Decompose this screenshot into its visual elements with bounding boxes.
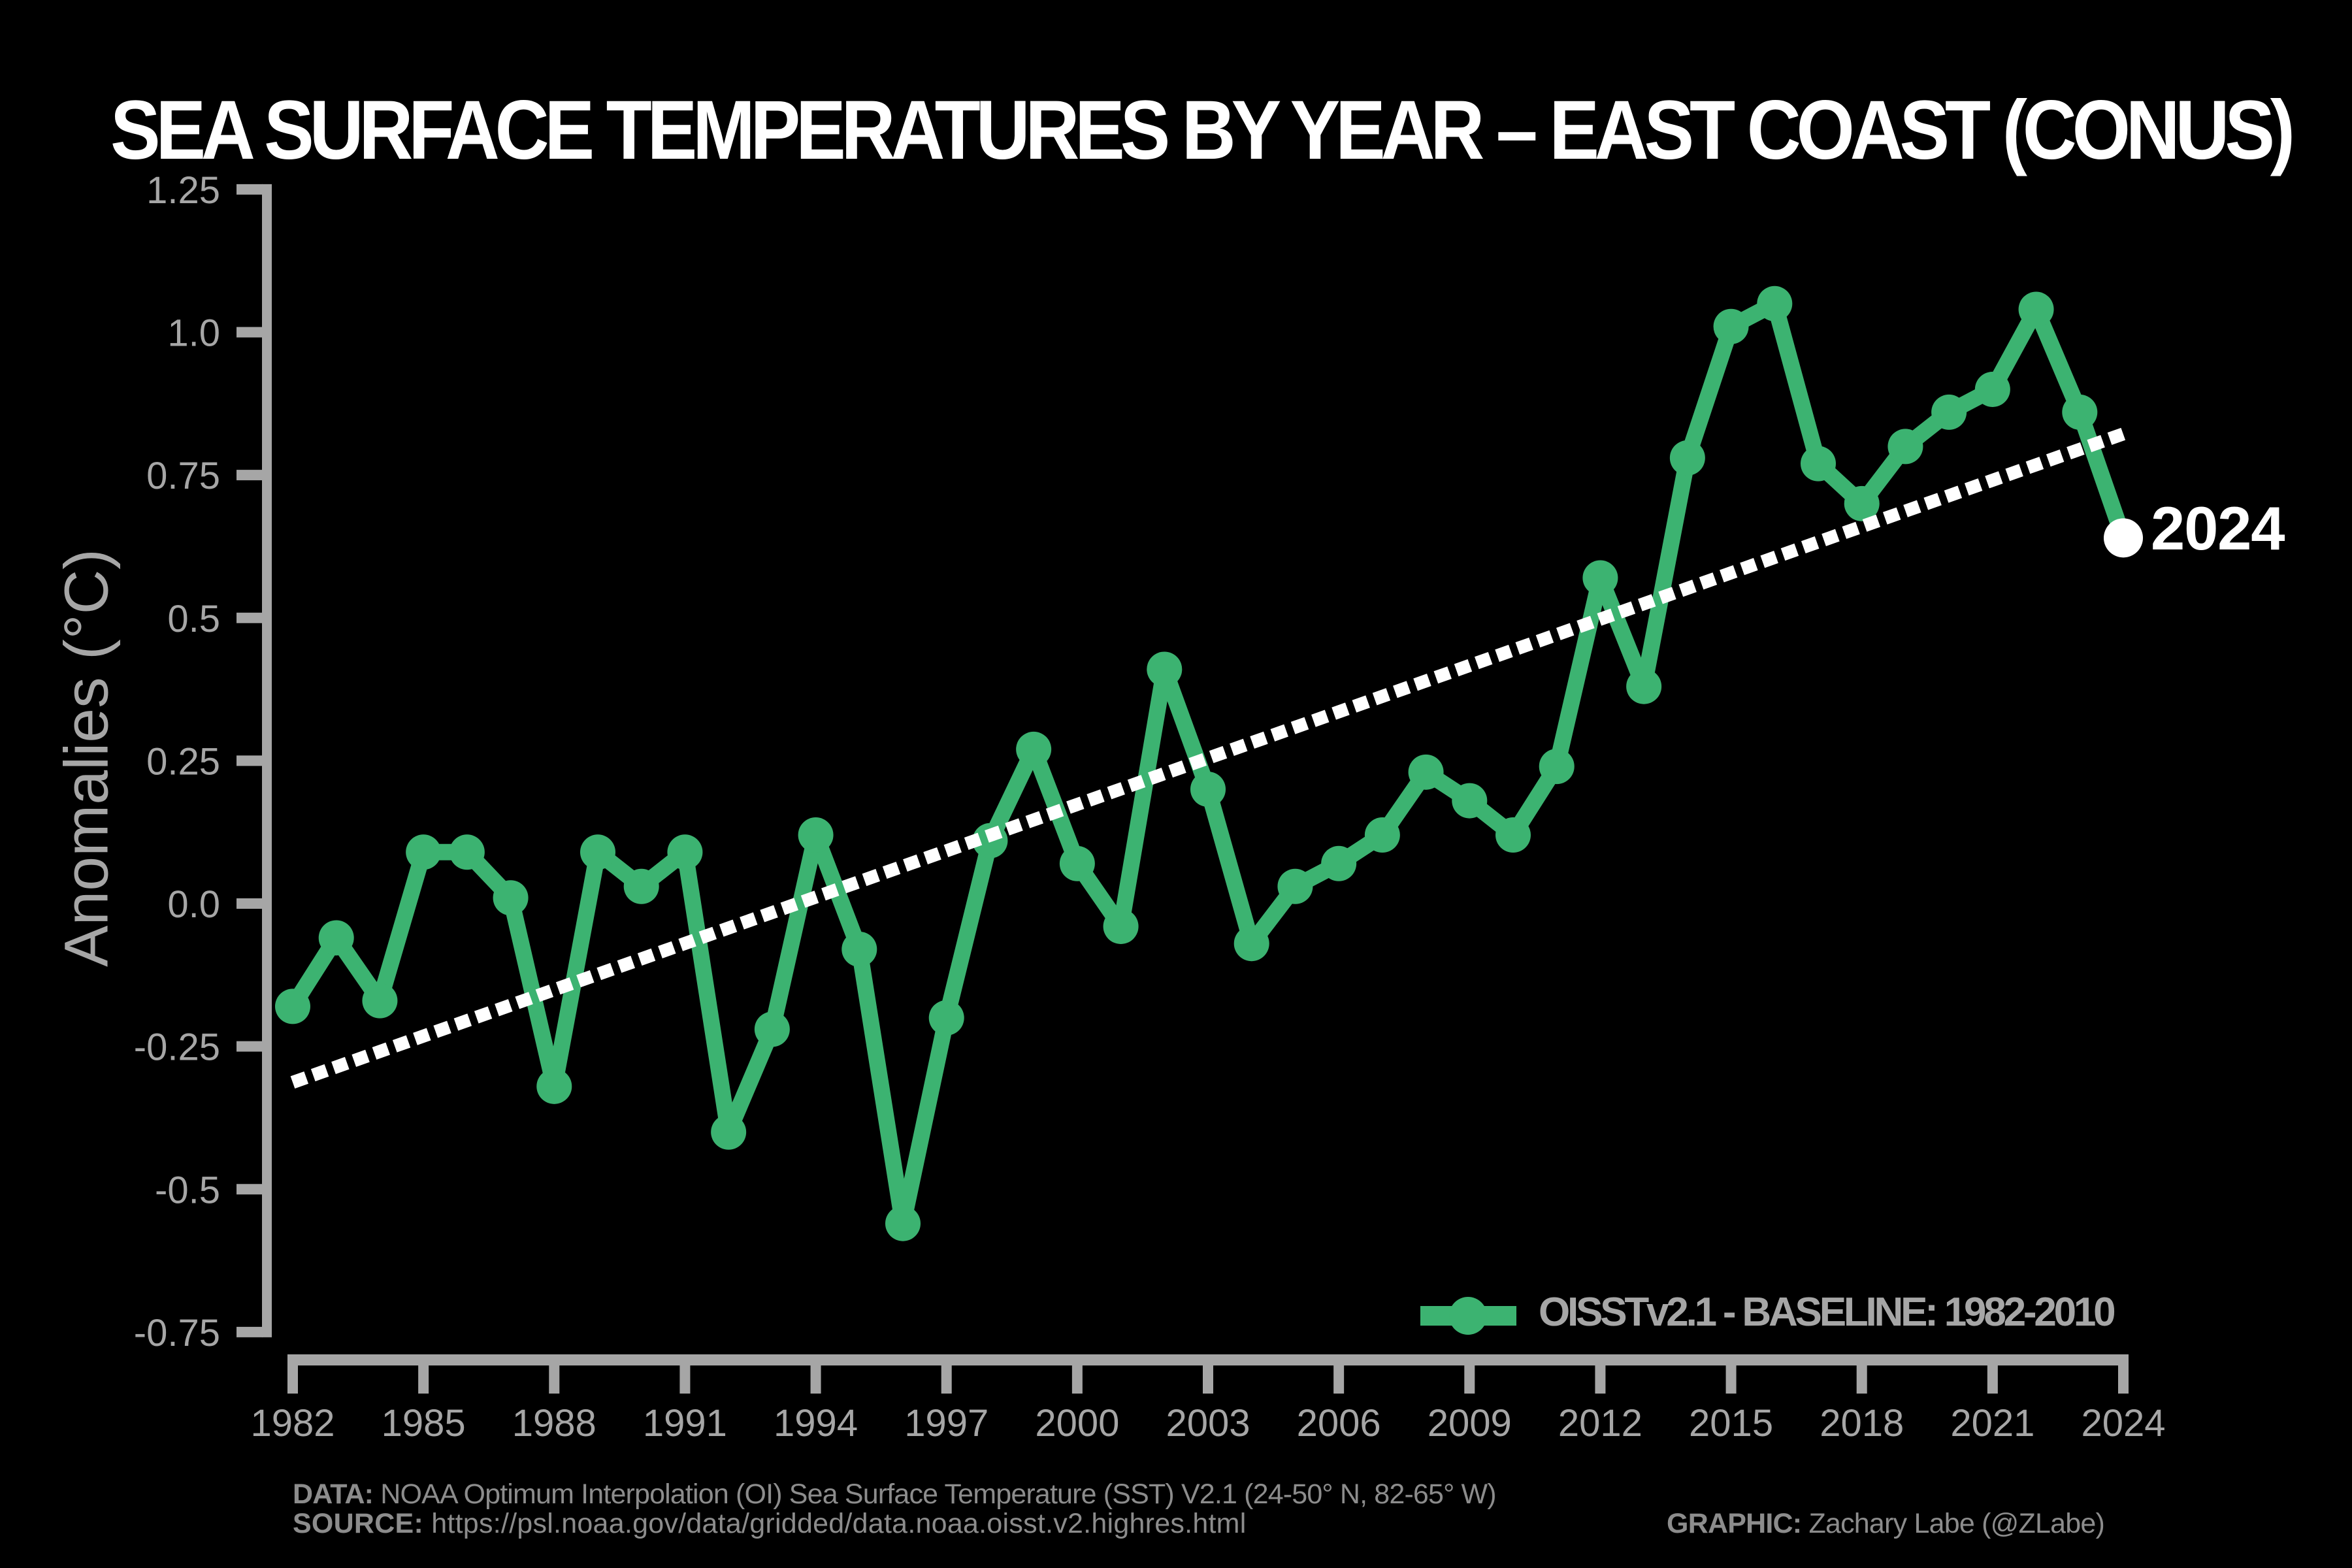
x-tick-label: 2024 — [2081, 1402, 2165, 1445]
year-marker — [928, 1000, 964, 1036]
chart-title: SEA SURFACE TEMPERATURES BY YEAR – EAST … — [110, 84, 2295, 177]
year-marker — [406, 834, 442, 870]
footer-graphic-prefix: GRAPHIC: — [1667, 1508, 1802, 1539]
y-tick-label: 0.75 — [146, 455, 220, 497]
year-marker — [1016, 731, 1052, 767]
x-tick-label: 2000 — [1035, 1402, 1119, 1445]
year-marker — [841, 931, 877, 967]
footer-graphic-credit: GRAPHIC: Zachary Labe (@ZLabe) — [1667, 1508, 2105, 1539]
y-tick-label: -0.75 — [134, 1312, 220, 1354]
last-year-marker — [2104, 518, 2143, 558]
year-marker — [1539, 749, 1575, 785]
footer-data-credit: DATA: NOAA Optimum Interpolation (OI) Se… — [293, 1478, 1497, 1510]
year-marker — [711, 1114, 747, 1150]
y-axis-label: Anomalies (°C) — [52, 549, 122, 967]
year-marker — [1321, 845, 1357, 881]
last-year-annotation: 2024 — [2151, 494, 2285, 563]
year-marker — [1887, 429, 1923, 465]
year-marker — [1931, 394, 1967, 430]
year-marker — [798, 817, 834, 853]
year-marker — [1974, 371, 2010, 407]
year-marker — [623, 868, 659, 904]
x-tick-label: 2021 — [1950, 1402, 2034, 1445]
y-tick — [237, 327, 263, 338]
x-tick-label: 1991 — [643, 1402, 727, 1445]
x-tick-label: 1982 — [250, 1402, 335, 1445]
legend-marker-icon — [1449, 1297, 1487, 1335]
year-marker — [536, 1068, 572, 1104]
y-tick — [237, 1184, 263, 1195]
year-marker — [1233, 926, 1269, 962]
y-tick — [237, 1041, 263, 1052]
y-tick — [237, 470, 263, 481]
legend-label: OISSTv2.1 - BASELINE: 1982-2010 — [1539, 1290, 2116, 1335]
y-tick — [237, 898, 263, 909]
year-marker — [1626, 668, 1662, 704]
x-tick-label: 1985 — [382, 1402, 466, 1445]
year-marker — [1364, 817, 1400, 853]
year-marker — [1669, 440, 1705, 476]
year-marker — [1495, 817, 1531, 853]
year-marker — [1277, 868, 1313, 904]
year-marker — [1801, 446, 1836, 482]
year-marker — [1713, 308, 1749, 344]
y-tick — [237, 184, 263, 195]
x-tick-label: 2015 — [1689, 1402, 1773, 1445]
year-marker — [1147, 651, 1183, 687]
year-marker — [1844, 485, 1880, 521]
year-marker — [362, 983, 398, 1019]
year-marker — [580, 834, 615, 870]
year-marker — [885, 1205, 921, 1241]
x-tick-label: 2012 — [1558, 1402, 1642, 1445]
year-marker — [318, 920, 354, 956]
x-tick-label: 2018 — [1820, 1402, 1904, 1445]
y-tick-label: 0.25 — [146, 740, 220, 783]
year-marker — [1582, 560, 1618, 596]
footer-source-prefix: SOURCE: — [293, 1508, 424, 1539]
y-tick-label: 0.5 — [167, 598, 220, 640]
footer-data-text: NOAA Optimum Interpolation (OI) Sea Surf… — [373, 1478, 1496, 1510]
year-marker — [1103, 908, 1139, 944]
year-marker — [754, 1011, 790, 1047]
y-tick-label: 1.0 — [167, 312, 220, 355]
x-tick-label: 1994 — [774, 1402, 858, 1445]
footer-source-text: https://psl.noaa.gov/data/gridded/data.n… — [423, 1508, 1247, 1539]
year-marker — [493, 880, 529, 916]
trend-line — [290, 427, 2126, 1089]
year-marker — [2018, 291, 2054, 327]
year-marker — [1452, 783, 1488, 819]
x-tick-label: 1988 — [512, 1402, 596, 1445]
year-marker — [1757, 286, 1793, 321]
y-tick-label: 1.25 — [146, 169, 220, 212]
year-marker — [275, 988, 310, 1024]
y-tick-label: 0.0 — [167, 883, 220, 926]
year-marker — [2062, 394, 2098, 430]
x-tick-label: 2006 — [1297, 1402, 1381, 1445]
y-tick — [237, 1326, 263, 1337]
y-axis-spine — [262, 184, 272, 1337]
year-marker — [1059, 845, 1095, 881]
x-tick-label: 2009 — [1428, 1402, 1512, 1445]
y-tick-label: -0.5 — [155, 1169, 220, 1211]
year-marker — [667, 834, 703, 870]
y-tick — [237, 755, 263, 766]
year-marker — [1190, 772, 1226, 808]
chart-legend: OISSTv2.1 - BASELINE: 1982-2010 — [1539, 1290, 2116, 1335]
footer-data-prefix: DATA: — [293, 1478, 374, 1510]
y-tick — [237, 612, 263, 623]
x-tick-label: 2003 — [1166, 1402, 1250, 1445]
x-axis-spine — [287, 1354, 2129, 1365]
footer-source-credit: SOURCE: https://psl.noaa.gov/data/gridde… — [293, 1510, 1247, 1538]
year-marker — [449, 834, 485, 870]
year-marker — [1408, 754, 1444, 790]
x-tick-label: 1997 — [904, 1402, 988, 1445]
footer-graphic-text: Zachary Labe (@ZLabe) — [1801, 1508, 2104, 1539]
y-tick-label: -0.25 — [134, 1026, 220, 1069]
